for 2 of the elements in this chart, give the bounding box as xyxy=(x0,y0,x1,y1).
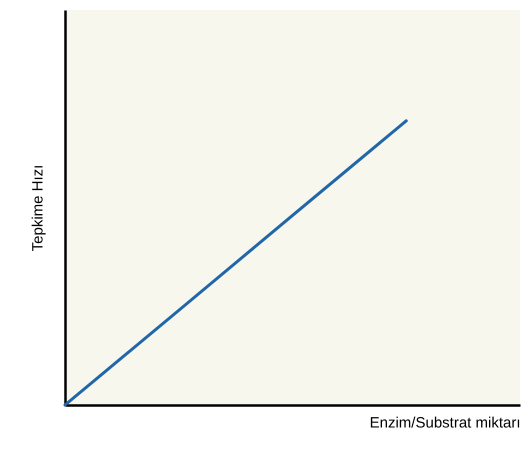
y-axis-title: Tepkime Hızı xyxy=(30,164,46,252)
x-axis-title: Enzim/Substrat miktarı xyxy=(370,414,520,432)
